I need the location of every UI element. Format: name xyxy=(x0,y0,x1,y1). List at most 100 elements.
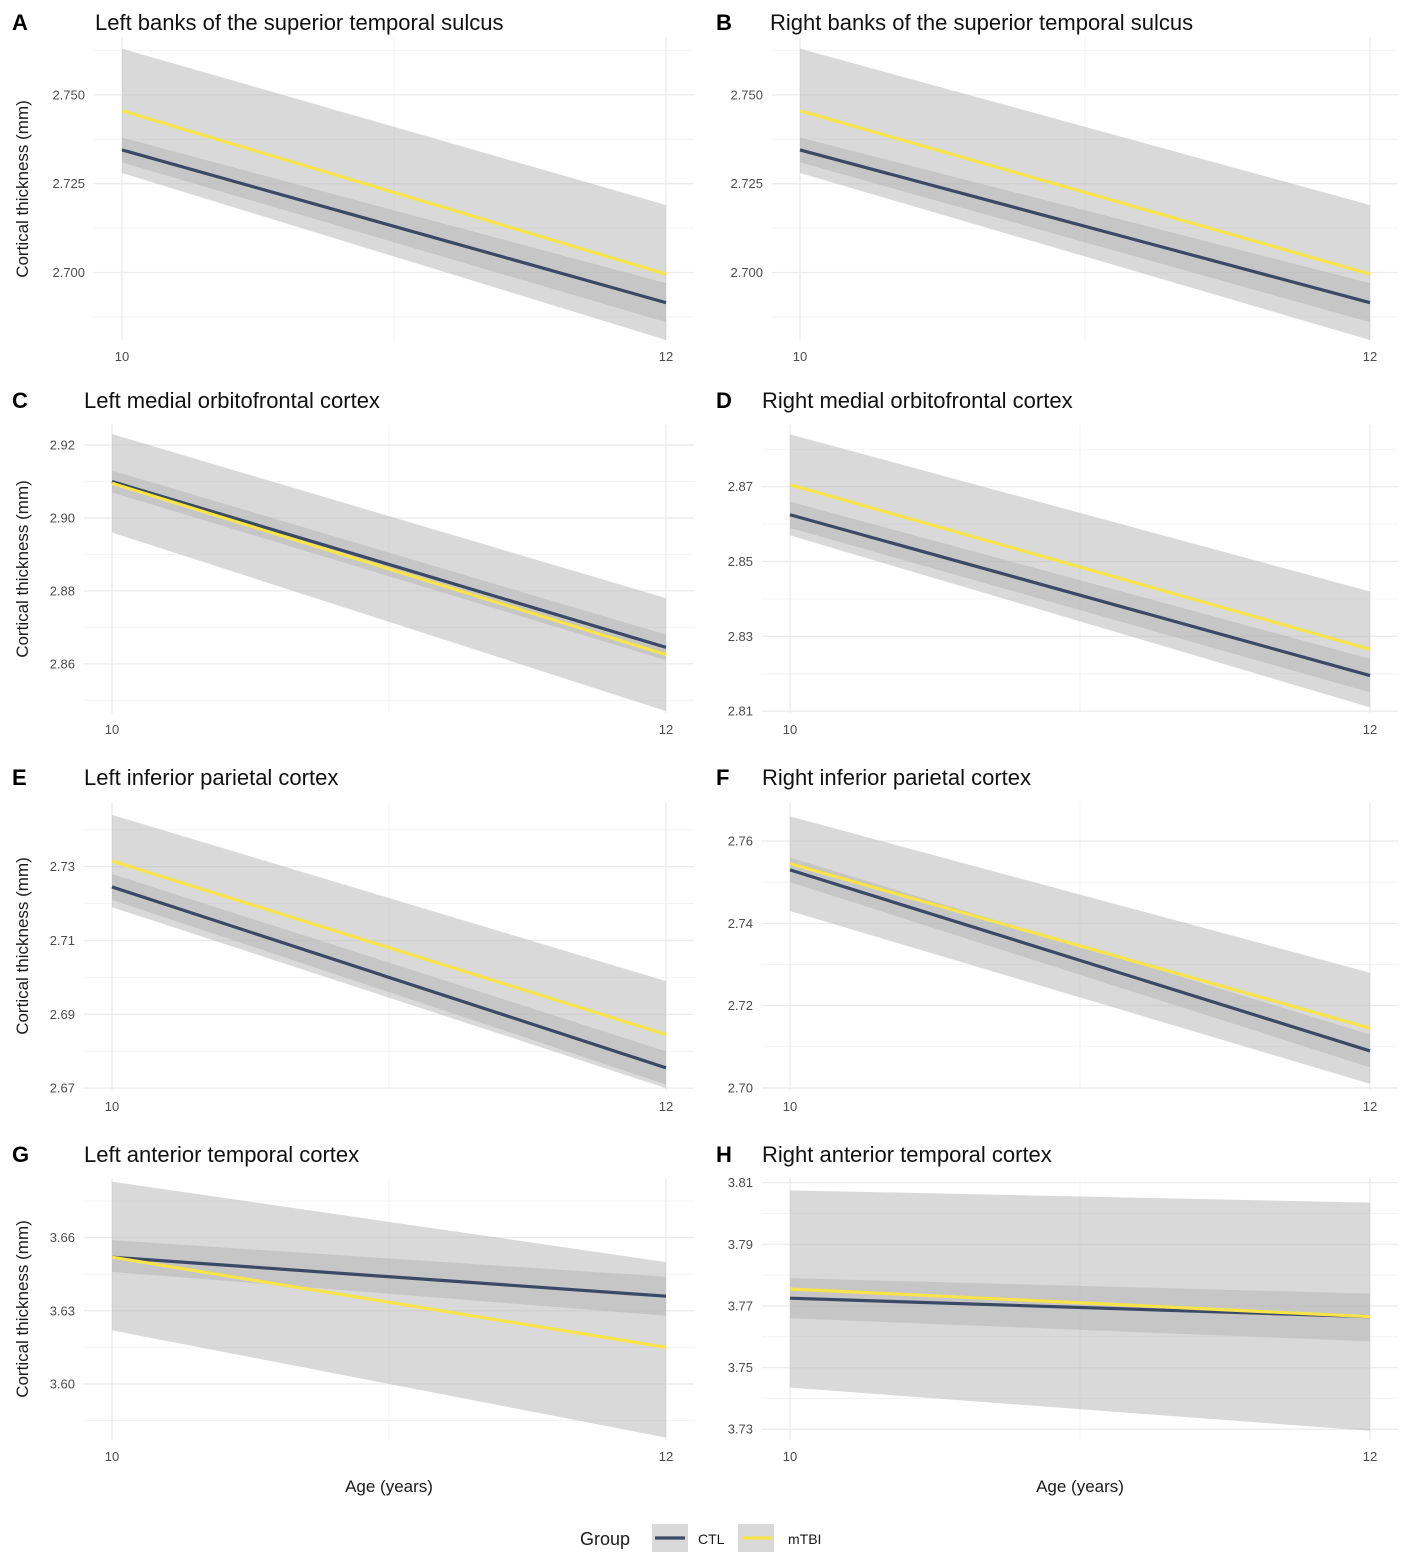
y-tick-label: 2.74 xyxy=(728,916,753,931)
ci-band-mtbi xyxy=(790,1190,1370,1431)
panel-b: 2.700 2.725 2.750 10 12 B Right banks of the s… xyxy=(716,10,1398,364)
x-tick-label: 10 xyxy=(105,722,119,737)
x-axis-label: Age (years) xyxy=(345,1477,433,1496)
x-tick-label: 10 xyxy=(105,1099,119,1114)
panel-letter: B xyxy=(716,10,732,35)
line-mtbi xyxy=(799,109,1371,276)
line-mtbi xyxy=(111,859,667,1037)
x-axis-label: Age (years) xyxy=(1036,1477,1124,1496)
x-tick-label: 12 xyxy=(659,1099,673,1114)
y-tick-label: 2.85 xyxy=(728,554,753,569)
y-tick-label: 2.76 xyxy=(728,834,753,849)
x-tick-label: 10 xyxy=(783,1449,797,1464)
y-tick-label: 2.725 xyxy=(52,176,85,191)
x-tick-label: 10 xyxy=(115,349,129,364)
line-ctl xyxy=(789,868,1371,1053)
y-tick-label: 2.73 xyxy=(50,859,75,874)
line-ctl xyxy=(789,513,1371,678)
y-tick-label: 3.75 xyxy=(728,1360,753,1375)
y-tick-label: 2.69 xyxy=(50,1007,75,1022)
panel-letter: E xyxy=(12,765,27,790)
y-tick-label: 3.63 xyxy=(50,1303,75,1318)
line-ctl xyxy=(111,479,667,649)
y-axis-label: Cortical thickness (mm) xyxy=(13,100,32,278)
ci-band-mtbi xyxy=(112,1181,666,1438)
y-tick-label: 3.81 xyxy=(728,1175,753,1190)
y-tick-label: 2.750 xyxy=(52,87,85,102)
y-tick-label: 2.88 xyxy=(50,583,75,598)
x-tick-label: 10 xyxy=(793,349,807,364)
y-axis-label: Cortical thickness (mm) xyxy=(13,480,32,658)
y-tick-label: 2.700 xyxy=(52,265,85,280)
y-tick-label: 3.77 xyxy=(728,1298,753,1313)
x-tick-label: 10 xyxy=(105,1449,119,1464)
line-mtbi xyxy=(789,483,1371,651)
y-tick-label: 3.66 xyxy=(50,1230,75,1245)
y-tick-label: 2.70 xyxy=(728,1080,753,1095)
y-tick-label: 3.60 xyxy=(50,1376,75,1391)
x-tick-label: 12 xyxy=(659,722,673,737)
line-mtbi xyxy=(111,1255,667,1349)
line-ctl xyxy=(121,148,667,305)
ci-band-mtbi xyxy=(790,434,1370,708)
panel-h: 3.73 3.75 3.77 3.79 3.81 10 12 H Right anterior … xyxy=(716,1142,1398,1496)
x-tick-label: 10 xyxy=(783,1099,797,1114)
panel-title: Left anterior temporal cortex xyxy=(84,1142,359,1167)
panel-letter: F xyxy=(716,765,729,790)
line-mtbi xyxy=(789,862,1371,1030)
ci-band-mtbi xyxy=(112,434,666,712)
legend: Group CTL mTBI xyxy=(580,1524,821,1552)
x-tick-label: 12 xyxy=(659,349,673,364)
y-tick-label: 2.725 xyxy=(730,176,763,191)
y-tick-label: 2.700 xyxy=(730,265,763,280)
panel-letter: D xyxy=(716,388,732,413)
panel-letter: A xyxy=(12,10,28,35)
legend-label-mtbi: mTBI xyxy=(788,1531,821,1547)
panel-title: Right anterior temporal cortex xyxy=(762,1142,1052,1167)
y-tick-label: 2.81 xyxy=(728,704,753,719)
panel-a: 2.700 2.725 2.750 10 12 A Left banks of the su… xyxy=(12,10,694,364)
y-tick-label: 2.71 xyxy=(50,933,75,948)
x-tick-label: 12 xyxy=(659,1449,673,1464)
panel-f: 2.70 2.72 2.74 2.76 10 12 F Right inferior pari… xyxy=(716,765,1398,1114)
panel-letter: H xyxy=(716,1142,732,1167)
line-mtbi xyxy=(121,109,667,276)
ci-band-mtbi xyxy=(112,814,666,1089)
y-tick-label: 2.67 xyxy=(50,1081,75,1096)
panel-c: 2.86 2.88 2.90 2.92 10 12 C Left medial orbitof… xyxy=(12,388,694,737)
panel-title: Right banks of the superior temporal sul… xyxy=(770,10,1193,35)
panel-title: Right medial orbitofrontal cortex xyxy=(762,388,1073,413)
y-tick-label: 3.73 xyxy=(728,1422,753,1437)
x-tick-label: 12 xyxy=(1363,1099,1377,1114)
panel-letter: G xyxy=(12,1142,29,1167)
panel-title: Left medial orbitofrontal cortex xyxy=(84,388,380,413)
y-tick-label: 3.79 xyxy=(728,1237,753,1252)
panel-title: Left inferior parietal cortex xyxy=(84,765,338,790)
y-tick-label: 2.750 xyxy=(730,87,763,102)
y-axis-label: Cortical thickness (mm) xyxy=(13,857,32,1035)
y-tick-label: 2.90 xyxy=(50,510,75,525)
line-ctl xyxy=(111,1255,667,1298)
line-ctl xyxy=(111,885,667,1070)
panel-e: 2.67 2.69 2.71 2.73 10 12 E Left inferior parie… xyxy=(12,765,694,1114)
ci-band-mtbi xyxy=(790,816,1370,1084)
panel-g: 3.60 3.63 3.66 10 12 G Left anterior temporal … xyxy=(12,1142,694,1496)
x-tick-label: 12 xyxy=(1363,722,1377,737)
x-tick-label: 12 xyxy=(1363,1449,1377,1464)
panel-title: Right inferior parietal cortex xyxy=(762,765,1031,790)
line-mtbi xyxy=(111,481,667,657)
panel-letter: C xyxy=(12,388,28,413)
y-axis-label: Cortical thickness (mm) xyxy=(13,1220,32,1398)
ci-band-mtbi xyxy=(122,48,666,341)
y-tick-label: 2.72 xyxy=(728,998,753,1013)
panel-title: Left banks of the superior temporal sulc… xyxy=(95,10,503,35)
y-tick-label: 2.87 xyxy=(728,479,753,494)
x-tick-label: 12 xyxy=(1363,349,1377,364)
line-mtbi xyxy=(789,1287,1371,1319)
panel-d: 2.81 2.83 2.85 2.87 10 12 D Right medial orbito… xyxy=(716,388,1398,737)
legend-label-ctl: CTL xyxy=(698,1531,725,1547)
line-ctl xyxy=(799,148,1371,305)
y-tick-label: 2.83 xyxy=(728,629,753,644)
x-tick-label: 10 xyxy=(783,722,797,737)
